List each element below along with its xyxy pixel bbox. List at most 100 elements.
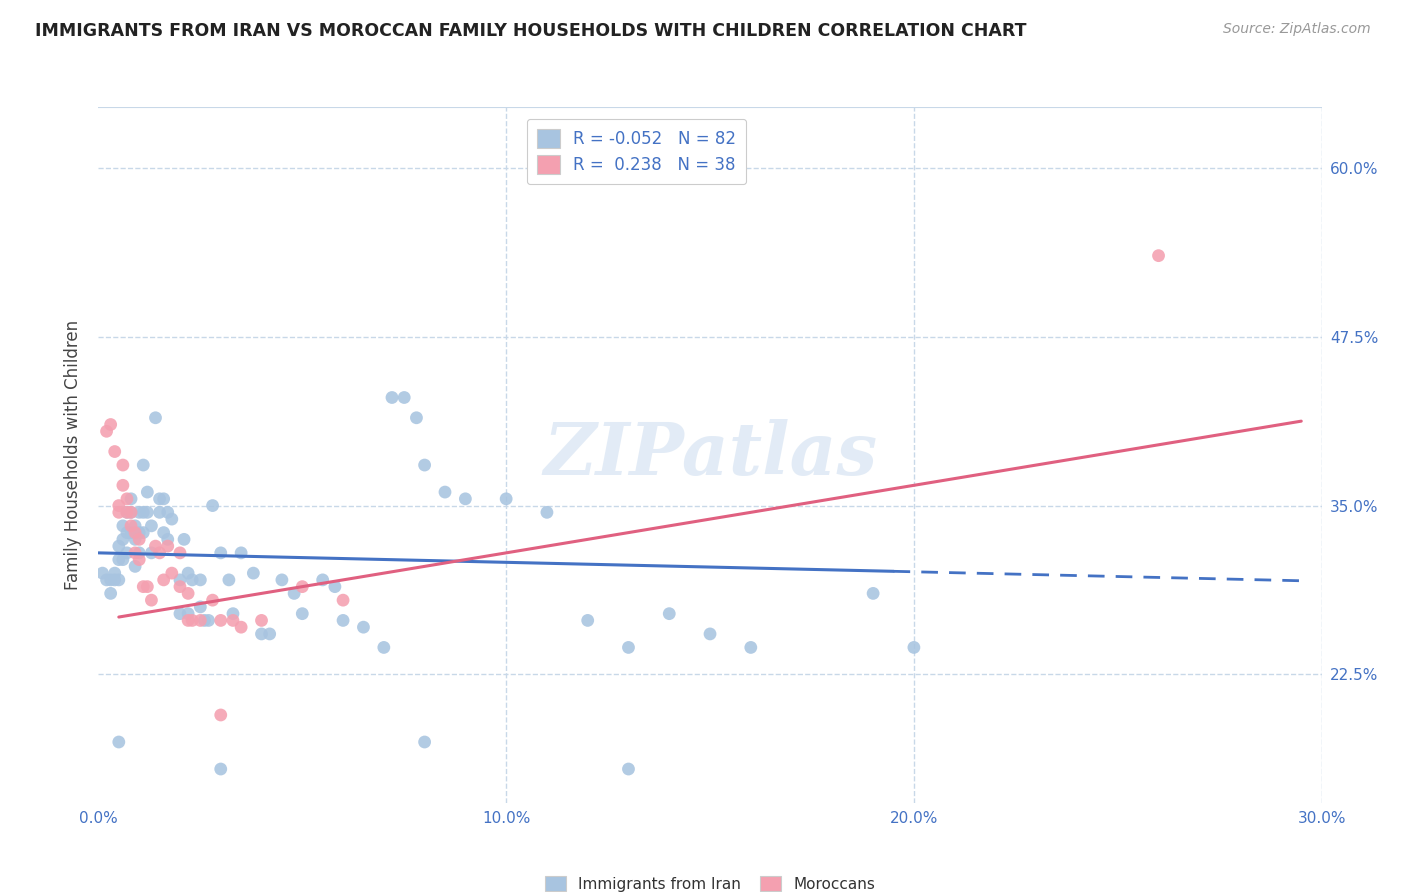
Point [149,505,172,519]
Point [141,593,163,607]
Point [291,580,314,594]
Point [413,458,436,472]
Point [115,525,138,540]
Text: IMMIGRANTS FROM IRAN VS MOROCCAN FAMILY HOUSEHOLDS WITH CHILDREN CORRELATION CHA: IMMIGRANTS FROM IRAN VS MOROCCAN FAMILY … [35,22,1026,40]
Point [242,566,264,581]
Point [903,640,925,655]
Point [332,593,354,607]
Point [617,640,640,655]
Point [495,491,517,506]
Point [160,512,183,526]
Point [160,566,183,581]
Text: Source: ZipAtlas.com: Source: ZipAtlas.com [1223,22,1371,37]
Point [111,552,134,566]
Point [115,505,138,519]
Point [209,546,232,560]
Point [111,519,134,533]
Point [188,573,212,587]
Point [111,478,134,492]
Point [218,573,240,587]
Point [132,505,155,519]
Point [136,505,159,519]
Point [156,533,179,547]
Point [108,573,131,587]
Point [222,607,245,621]
Point [181,614,204,628]
Point [231,620,253,634]
Point [201,593,224,607]
Point [434,485,457,500]
Point [740,640,762,655]
Point [1147,249,1170,263]
Point [222,614,245,628]
Point [177,607,200,621]
Point [136,485,159,500]
Point [169,546,191,560]
Y-axis label: Family Households with Children: Family Households with Children [65,320,83,590]
Point [91,566,114,581]
Point [173,533,195,547]
Point [156,505,179,519]
Point [169,573,191,587]
Point [177,586,200,600]
Point [145,539,167,553]
Point [323,580,346,594]
Point [152,525,174,540]
Point [96,573,118,587]
Point [149,546,172,560]
Point [145,410,167,425]
Point [576,614,599,628]
Point [132,458,155,472]
Point [115,505,138,519]
Point [250,614,273,628]
Point [111,458,134,472]
Point [156,539,179,553]
Point [152,491,174,506]
Point [188,599,212,614]
Point [120,505,142,519]
Point [169,580,191,594]
Point [259,627,281,641]
Point [283,586,305,600]
Point [197,614,219,628]
Point [617,762,640,776]
Point [405,410,427,425]
Point [128,525,150,540]
Point [193,614,215,628]
Point [124,519,146,533]
Point [100,573,122,587]
Point [104,573,127,587]
Point [332,614,354,628]
Point [209,708,232,723]
Point [658,607,681,621]
Point [104,444,127,458]
Point [108,735,131,749]
Point [120,491,142,506]
Point [108,552,131,566]
Point [120,525,142,540]
Point [536,505,558,519]
Point [124,546,146,560]
Point [152,573,174,587]
Point [108,505,131,519]
Point [381,391,404,405]
Point [181,573,204,587]
Point [132,580,155,594]
Point [209,614,232,628]
Text: ZIPatlas: ZIPatlas [543,419,877,491]
Point [111,533,134,547]
Point [96,424,118,438]
Point [132,525,155,540]
Legend: Immigrants from Iran, Moroccans: Immigrants from Iran, Moroccans [538,870,882,892]
Point [120,505,142,519]
Point [413,735,436,749]
Point [108,499,131,513]
Point [177,614,200,628]
Point [100,417,122,432]
Point [291,607,314,621]
Point [115,546,138,560]
Point [231,546,253,560]
Point [124,559,146,574]
Point [177,566,200,581]
Point [209,762,232,776]
